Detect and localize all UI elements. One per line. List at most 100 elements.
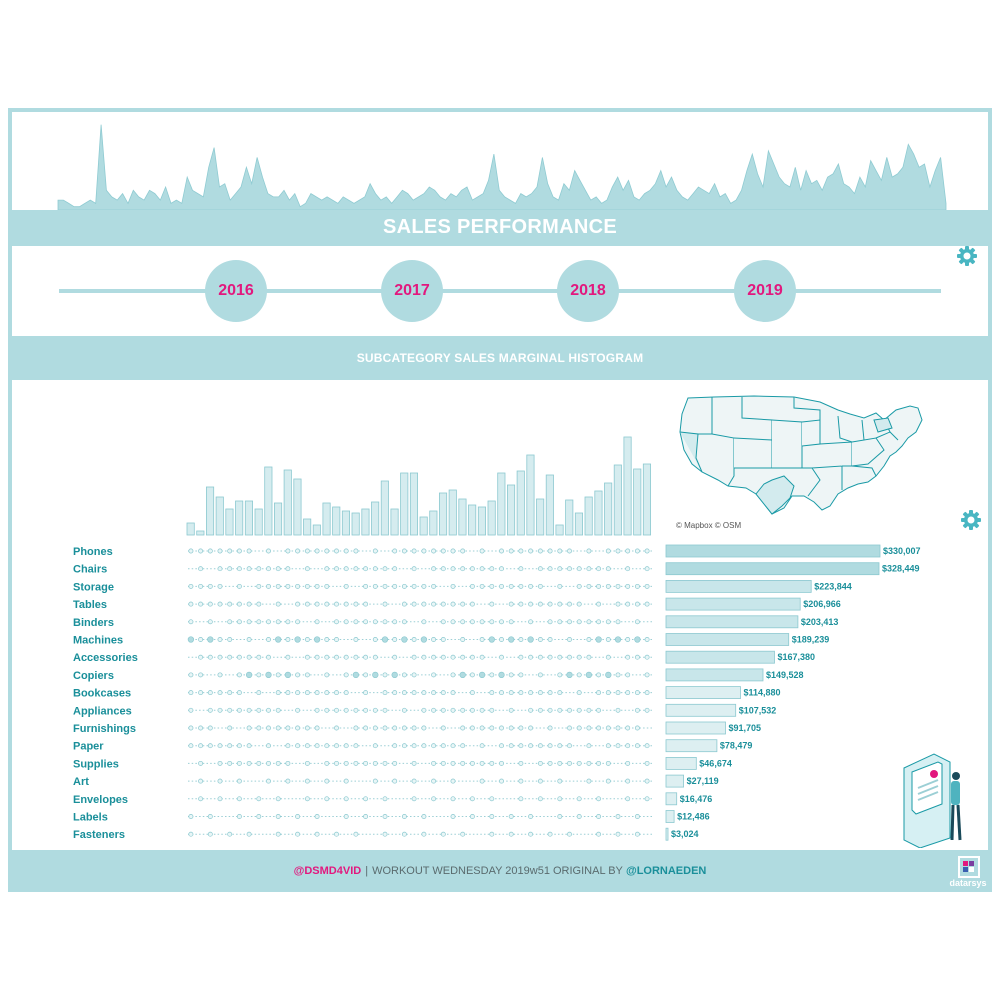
category-label[interactable]: Supplies bbox=[73, 758, 119, 770]
histogram-bar[interactable] bbox=[545, 474, 554, 536]
histogram-bar[interactable] bbox=[235, 500, 244, 536]
category-label[interactable]: Art bbox=[73, 776, 89, 788]
category-label[interactable]: Appliances bbox=[73, 705, 132, 717]
dot-mark bbox=[304, 725, 310, 731]
histogram-bar[interactable] bbox=[506, 484, 516, 536]
histogram-bar[interactable] bbox=[225, 508, 234, 536]
subcategory-bar[interactable] bbox=[665, 544, 881, 558]
dot-mark bbox=[567, 566, 572, 572]
histogram-bar[interactable] bbox=[215, 496, 224, 536]
histogram-bar[interactable] bbox=[604, 482, 613, 536]
histogram-bar[interactable] bbox=[419, 516, 428, 536]
gear-icon[interactable] bbox=[959, 508, 983, 532]
subcategory-bar[interactable] bbox=[665, 774, 685, 788]
histogram-bar[interactable] bbox=[205, 486, 215, 536]
subcategory-bar[interactable] bbox=[665, 810, 675, 823]
subcategory-bar[interactable] bbox=[665, 597, 801, 611]
category-label[interactable]: Envelopes bbox=[73, 794, 128, 806]
category-label[interactable]: Binders bbox=[73, 617, 114, 629]
histogram-bar[interactable] bbox=[623, 436, 632, 536]
histogram-bar[interactable] bbox=[438, 492, 448, 536]
histogram-bar[interactable] bbox=[283, 469, 292, 536]
category-label[interactable]: Tables bbox=[73, 599, 107, 611]
category-label[interactable]: Fasteners bbox=[73, 829, 125, 841]
histogram-bar[interactable] bbox=[264, 466, 273, 536]
dot-mark bbox=[547, 548, 553, 554]
histogram-bar[interactable] bbox=[351, 512, 360, 536]
histogram-bar[interactable] bbox=[322, 502, 331, 536]
histogram-bar[interactable] bbox=[516, 470, 525, 536]
histogram-bar[interactable] bbox=[312, 524, 321, 536]
histogram-bar[interactable] bbox=[429, 510, 438, 536]
histogram-bar[interactable] bbox=[448, 489, 457, 536]
subcategory-bar[interactable] bbox=[665, 827, 669, 841]
category-label[interactable]: Paper bbox=[73, 741, 104, 753]
subcategory-bar[interactable] bbox=[665, 615, 799, 629]
category-label[interactable]: Accessories bbox=[73, 652, 138, 664]
year-button-2016[interactable]: 2016 bbox=[205, 260, 267, 322]
dot-mark bbox=[198, 743, 204, 749]
histogram-bar[interactable] bbox=[400, 472, 409, 536]
histogram-bar[interactable] bbox=[633, 468, 642, 536]
histogram-bar[interactable] bbox=[458, 498, 467, 536]
histogram-bar[interactable] bbox=[293, 478, 302, 536]
histogram-bar[interactable] bbox=[584, 496, 593, 536]
category-label[interactable]: Machines bbox=[73, 635, 123, 647]
dot-mark bbox=[236, 814, 242, 819]
histogram-bar[interactable] bbox=[390, 508, 399, 536]
histogram-bar[interactable] bbox=[244, 500, 254, 536]
sales-sparkline-chart[interactable] bbox=[12, 112, 988, 210]
histogram-bar[interactable] bbox=[303, 518, 312, 536]
histogram-bar[interactable] bbox=[536, 498, 545, 536]
histogram-bar[interactable] bbox=[574, 512, 583, 536]
histogram-bar[interactable] bbox=[497, 472, 506, 536]
subcategory-bar[interactable] bbox=[665, 703, 737, 717]
subcategory-bar[interactable] bbox=[665, 721, 726, 735]
histogram-bar[interactable] bbox=[273, 502, 283, 536]
histogram-bar[interactable] bbox=[332, 506, 341, 536]
dot-mark bbox=[596, 814, 602, 819]
histogram-bar[interactable] bbox=[487, 500, 496, 536]
histogram-bar[interactable] bbox=[642, 463, 651, 536]
histogram-bar[interactable] bbox=[361, 508, 370, 536]
histogram-bar[interactable] bbox=[477, 506, 486, 536]
category-label[interactable]: Labels bbox=[73, 812, 108, 824]
histogram-bar[interactable] bbox=[594, 490, 603, 536]
histogram-bar[interactable] bbox=[254, 508, 263, 536]
subcategory-bar[interactable] bbox=[665, 792, 678, 806]
category-label[interactable]: Storage bbox=[73, 581, 114, 593]
subcategory-bar[interactable] bbox=[665, 562, 880, 576]
histogram-bar[interactable] bbox=[409, 472, 418, 536]
category-label[interactable]: Furnishings bbox=[73, 723, 136, 735]
histogram-bar[interactable] bbox=[468, 504, 477, 536]
histogram-bar[interactable] bbox=[613, 464, 622, 536]
gear-icon[interactable] bbox=[955, 244, 979, 268]
subcategory-bar[interactable] bbox=[665, 756, 697, 770]
category-label[interactable]: Phones bbox=[73, 546, 113, 558]
year-button-2019[interactable]: 2019 bbox=[734, 260, 796, 322]
histogram-bar[interactable] bbox=[565, 499, 574, 536]
histogram-bar[interactable] bbox=[380, 480, 389, 536]
category-label[interactable]: Bookcases bbox=[73, 688, 131, 700]
footer-author[interactable]: @LORNAEDEN bbox=[625, 865, 707, 877]
footer-handle[interactable]: @DSMD4VID bbox=[293, 865, 362, 877]
year-button-2017[interactable]: 2017 bbox=[381, 260, 443, 322]
histogram-bar[interactable] bbox=[526, 454, 535, 536]
year-button-2018[interactable]: 2018 bbox=[557, 260, 619, 322]
us-map[interactable]: © Mapbox © OSM bbox=[669, 386, 970, 536]
histogram-bar[interactable] bbox=[555, 524, 564, 536]
subcategory-bar[interactable] bbox=[665, 650, 775, 664]
subcategory-bar[interactable] bbox=[665, 686, 741, 700]
histogram-bar[interactable] bbox=[371, 501, 380, 536]
category-label[interactable]: Copiers bbox=[73, 670, 114, 682]
histogram-bar[interactable] bbox=[341, 510, 350, 536]
histogram-bar[interactable] bbox=[196, 530, 205, 536]
subcategory-bar[interactable] bbox=[665, 633, 790, 646]
histogram-bar[interactable] bbox=[186, 522, 195, 536]
subcategory-bar[interactable] bbox=[665, 579, 812, 593]
subcategory-bar[interactable] bbox=[665, 739, 718, 753]
dot-mark bbox=[499, 690, 504, 696]
category-label[interactable]: Chairs bbox=[73, 564, 107, 576]
dot-mark bbox=[557, 760, 563, 766]
subcategory-bar[interactable] bbox=[665, 668, 764, 682]
